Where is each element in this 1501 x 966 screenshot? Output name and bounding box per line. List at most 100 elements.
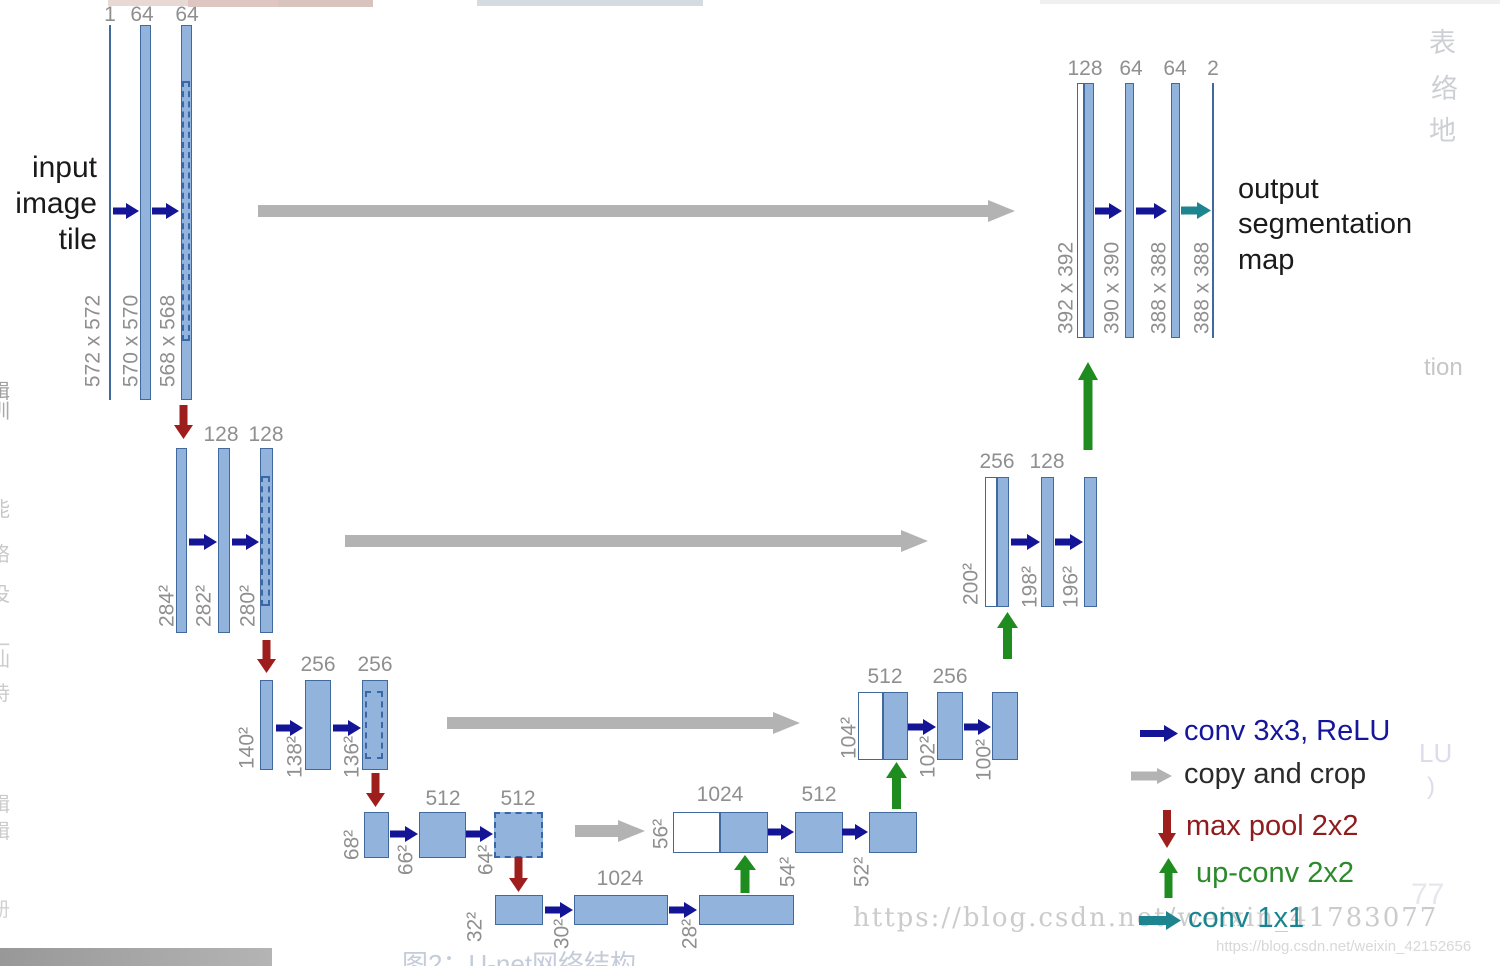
map-size-label: 392 x 392	[1054, 241, 1078, 335]
copy-and-crop-arrow	[258, 200, 1015, 222]
feature-map-block-bottleneck-conv2	[699, 895, 794, 925]
watermark-left-fragment: 仙	[0, 650, 10, 670]
conv-3x3-arrow	[276, 720, 303, 736]
feature-map-block-enc4-pooled	[364, 812, 389, 858]
legend-label-conv1x1: conv 1x1	[1188, 902, 1305, 934]
map-size-label: 136²	[340, 735, 364, 779]
conv-3x3-arrow	[964, 719, 991, 735]
watermark-left-fragment: 辑	[0, 382, 10, 402]
map-size-label: 140²	[235, 726, 259, 770]
map-size-label: 282²	[192, 584, 216, 628]
watermark-ghost-text: 表	[1429, 28, 1456, 58]
max-pool-arrow	[257, 640, 276, 673]
conv-3x3-arrow	[768, 824, 794, 840]
channel-count-label: 64	[130, 3, 154, 26]
channel-count-label: 64	[175, 3, 199, 26]
max-pool-arrow	[174, 405, 193, 439]
feature-map-block-dec4-upconv	[720, 812, 768, 853]
channel-count-label: 128	[248, 423, 284, 446]
channel-count-label: 1024	[696, 783, 744, 806]
map-size-label: 32²	[463, 911, 487, 943]
channel-count-label: 512	[425, 787, 461, 810]
channel-count-label: 256	[979, 450, 1015, 473]
watermark-ghost-text: 地	[1429, 116, 1456, 146]
feature-map-block-bottleneck-conv1	[574, 895, 668, 925]
channel-count-label: 1	[104, 3, 116, 26]
copy-and-crop-arrow	[345, 530, 928, 552]
screen-fragment-strip	[188, 0, 278, 7]
legend-conv3x3-arrow	[1140, 725, 1178, 742]
channel-count-label: 64	[1119, 57, 1143, 80]
feature-map-block-dec4-conv1	[795, 812, 843, 853]
conv-3x3-arrow	[390, 826, 418, 842]
legend-label-upconv: up-conv 2x2	[1196, 857, 1354, 889]
legend-label-copy-crop: copy and crop	[1184, 758, 1367, 790]
legend-upconv-arrow	[1159, 858, 1178, 898]
feature-map-block-enc3-pooled	[260, 680, 273, 770]
channel-count-label: 512	[500, 787, 536, 810]
conv-3x3-arrow	[1011, 534, 1040, 550]
input-image-tile-label: input image tile	[15, 151, 97, 256]
watermark-left-fragment: 册	[0, 900, 10, 920]
crop-region-dashed-outline	[181, 81, 190, 341]
screen-fragment-strip	[108, 0, 188, 6]
watermark-ghost-text: tion	[1424, 354, 1463, 381]
channel-count-label: 128	[1029, 450, 1065, 473]
legend-conv1x1-arrow	[1139, 911, 1181, 930]
up-conv-arrow	[886, 762, 907, 809]
feature-map-block-enc3-conv1	[305, 680, 331, 770]
up-conv-arrow	[1078, 362, 1098, 450]
conv-3x3-arrow	[908, 719, 936, 735]
map-size-label: 28²	[678, 918, 702, 950]
map-size-label: 66²	[394, 844, 418, 876]
feature-map-block-dec3-crop	[858, 692, 883, 760]
channel-count-label: 512	[867, 665, 903, 688]
map-size-label: 196²	[1059, 565, 1083, 609]
feature-map-block-enc1-conv2	[181, 25, 192, 400]
map-size-label: 54²	[776, 856, 800, 888]
channel-count-label: 512	[801, 783, 837, 806]
conv-3x3-arrow	[189, 534, 217, 550]
watermark-left-fragment: 络	[0, 545, 10, 565]
conv-3x3-arrow	[545, 902, 573, 918]
feature-map-block-dec2-conv2	[1084, 477, 1097, 607]
map-size-label: 64²	[474, 844, 498, 876]
copy-and-crop-arrow	[447, 712, 800, 734]
feature-map-block-enc4-conv1	[419, 812, 466, 858]
feature-map-block-dec1-upconv	[1084, 83, 1094, 338]
channel-count-label: 128	[203, 423, 239, 446]
screen-fragment-strip	[1040, 0, 1500, 4]
feature-map-block-enc1-input	[109, 25, 111, 400]
max-pool-arrow	[509, 857, 528, 892]
feature-map-block-dec1-conv1	[1125, 83, 1134, 338]
watermark-left-fragment: 能	[0, 500, 10, 520]
map-size-label: 68²	[340, 829, 364, 861]
copy-and-crop-arrow	[575, 820, 645, 842]
watermark-left-fragment: 持	[0, 684, 10, 704]
conv-3x3-arrow	[1136, 203, 1167, 219]
max-pool-arrow	[366, 773, 385, 807]
window-fragment-bar	[0, 948, 272, 966]
output-segmentation-map-label: output segmentation map	[1238, 173, 1413, 276]
watermark-csdn-url-small: https://blog.csdn.net/weixin_42152656	[1216, 938, 1472, 955]
feature-map-block-dec1-conv2	[1171, 83, 1180, 338]
channel-count-label: 1024	[596, 867, 644, 890]
feature-map-block-dec2-upconv	[997, 477, 1009, 607]
watermark-left-fragment: 、	[0, 714, 10, 734]
legend-label-conv3x3: conv 3x3, ReLU	[1184, 715, 1391, 747]
feature-map-block-enc2-conv2	[260, 448, 273, 633]
map-size-label: 280²	[236, 584, 260, 628]
map-size-label: 572 x 572	[81, 294, 105, 388]
conv-3x3-arrow	[152, 203, 179, 219]
watermark-left-fragment: 一	[0, 636, 10, 656]
map-size-label: 570 x 570	[119, 294, 143, 388]
crop-region-dashed-outline	[365, 691, 383, 759]
watermark-left-fragment: 圳	[0, 402, 10, 422]
watermark-left-fragment: 辑	[0, 822, 10, 842]
conv-3x3-arrow	[669, 902, 697, 918]
channel-count-label: 256	[300, 653, 336, 676]
map-size-label: 198²	[1018, 565, 1042, 609]
conv-3x3-arrow	[1095, 203, 1122, 219]
feature-map-block-dec2-conv1	[1041, 477, 1054, 607]
channel-count-label: 64	[1163, 57, 1187, 80]
